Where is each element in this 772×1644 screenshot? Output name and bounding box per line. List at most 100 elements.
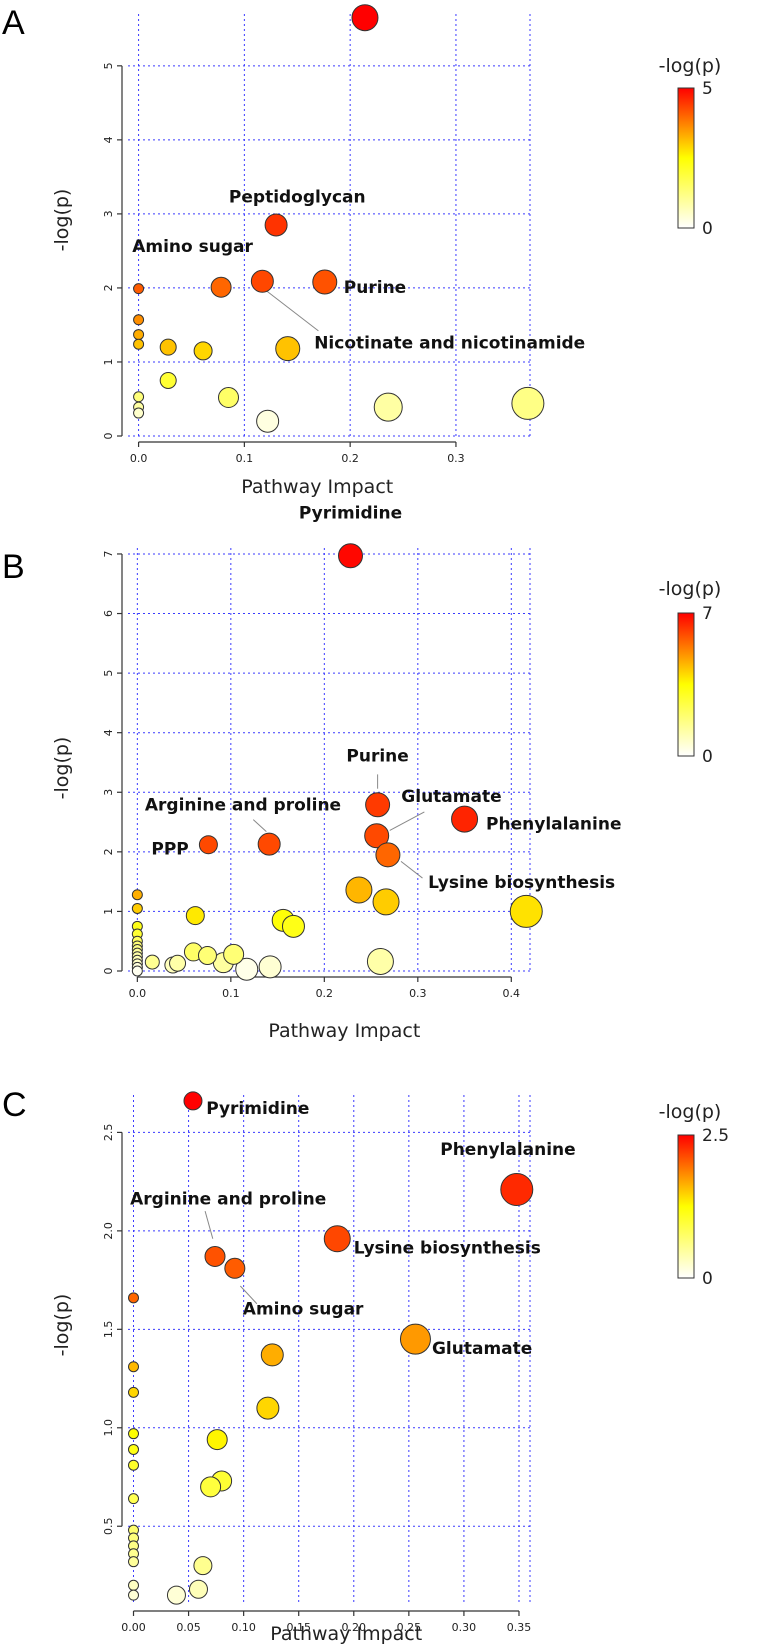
data-point (365, 792, 391, 818)
pathway-label: Peptidoglycan (229, 188, 366, 208)
data-point (166, 1585, 186, 1605)
x-axis-title: Pathway Impact (270, 1623, 422, 1644)
pathway-label: Nicotinate and nicotinamide (314, 333, 585, 353)
data-point (223, 943, 245, 965)
data-point (193, 1556, 213, 1576)
data-point (128, 1556, 140, 1568)
data-point (128, 1428, 140, 1440)
x-tick-label: 0.00 (121, 1621, 146, 1634)
leader-line (389, 811, 425, 831)
data-point (218, 387, 239, 409)
y-tick-label: 1.5 (102, 1321, 115, 1339)
leader-line (265, 289, 319, 332)
colorbar-min-label: 0 (702, 747, 713, 767)
x-tick-label: 0.25 (397, 1621, 422, 1634)
pathway-label: Amino sugar (132, 237, 253, 257)
data-point (128, 1386, 140, 1398)
data-point (511, 386, 545, 420)
data-point (188, 1579, 208, 1599)
pathway-label: Phenylalanine (440, 1140, 575, 1160)
pathway-label: Purine (346, 747, 408, 767)
pathway-label: Arginine and proline (145, 795, 341, 815)
y-axis-title: -log(p) (51, 189, 73, 252)
x-tick-label: 0.0 (130, 452, 148, 465)
x-tick-label: 0.3 (409, 987, 427, 1000)
data-point (128, 1589, 140, 1601)
data-point (133, 391, 145, 403)
x-tick-label: 0.3 (447, 452, 465, 465)
data-point (338, 543, 364, 569)
x-tick-label: 0.35 (507, 1621, 532, 1634)
colorbar-title: -log(p) (659, 1101, 722, 1123)
x-tick-label: 0.2 (316, 987, 334, 1000)
data-point (375, 842, 401, 868)
data-point (198, 835, 218, 855)
y-tick-label: 0 (102, 968, 115, 975)
pathway-label: Amino sugar (243, 1300, 364, 1320)
pathway-label: Phenylalanine (486, 814, 621, 834)
x-tick-label: 0.30 (452, 1621, 477, 1634)
data-point (133, 338, 145, 350)
x-tick-label: 0.1 (222, 987, 240, 1000)
panel-c: C 0.00 0.05 0.10 0.15 0.20 0.25 0.30 0.35 0.5 1.0 1… (2, 1086, 729, 1644)
data-point (131, 889, 143, 901)
leader-line (400, 860, 423, 879)
pathway-label: Lysine biosynthesis (428, 873, 615, 893)
data-point (200, 1476, 222, 1498)
y-tick-label: 2 (102, 284, 115, 291)
colorbar-max-label: 7 (702, 604, 713, 624)
data-point (185, 906, 205, 926)
y-tick-label: 2.0 (102, 1222, 115, 1240)
panel-letter: B (2, 548, 25, 586)
y-tick-label: 7 (102, 550, 115, 557)
x-axis-title: Pathway Impact (241, 476, 393, 498)
y-tick-label: 3 (102, 789, 115, 796)
data-point (131, 902, 143, 914)
leader-line (252, 819, 267, 832)
colorbar-min-label: 0 (702, 1269, 713, 1289)
data-point (399, 1323, 431, 1355)
data-point (128, 1459, 140, 1471)
data-point (509, 894, 543, 928)
data-point (128, 1493, 140, 1505)
pathway-label: Arginine and proline (130, 1189, 326, 1209)
x-tick-label: 0.15 (286, 1621, 311, 1634)
panel-letter: C (2, 1086, 27, 1124)
data-point (275, 336, 301, 362)
data-point (159, 371, 177, 389)
x-axis-title: Pathway Impact (268, 1020, 420, 1042)
data-point (312, 269, 338, 295)
x-tick-label: 0.2 (341, 452, 359, 465)
data-point (364, 823, 390, 849)
y-tick-label: 2 (102, 848, 115, 855)
data-point (258, 955, 282, 979)
data-point (193, 341, 213, 361)
data-point (128, 1361, 140, 1373)
data-point (323, 1225, 351, 1253)
pathway-label: PPP (151, 839, 188, 859)
data-point (451, 805, 479, 833)
data-point (257, 832, 281, 856)
data-point (204, 1245, 226, 1267)
pathway-label: Pyrimidine (299, 503, 402, 523)
y-tick-label: 1 (102, 908, 115, 915)
pathway-label: Purine (344, 278, 406, 298)
colorbar-title: -log(p) (659, 55, 722, 77)
data-point (235, 957, 259, 981)
data-point (133, 407, 145, 419)
x-tick-label: 0.05 (176, 1621, 201, 1634)
y-tick-label: 3 (102, 210, 115, 217)
data-point (366, 947, 394, 975)
data-point (133, 314, 145, 326)
colorbar-max-label: 2.5 (702, 1126, 729, 1146)
y-tick-label: 5 (102, 670, 115, 677)
data-point (264, 213, 288, 237)
y-tick-label: 1 (102, 358, 115, 365)
colorbar-max-label: 5 (702, 79, 713, 99)
colorbar (677, 87, 695, 229)
colorbar (677, 612, 695, 757)
y-tick-label: 5 (102, 62, 115, 69)
data-point (144, 954, 160, 970)
x-tick-label: 0.1 (236, 452, 254, 465)
